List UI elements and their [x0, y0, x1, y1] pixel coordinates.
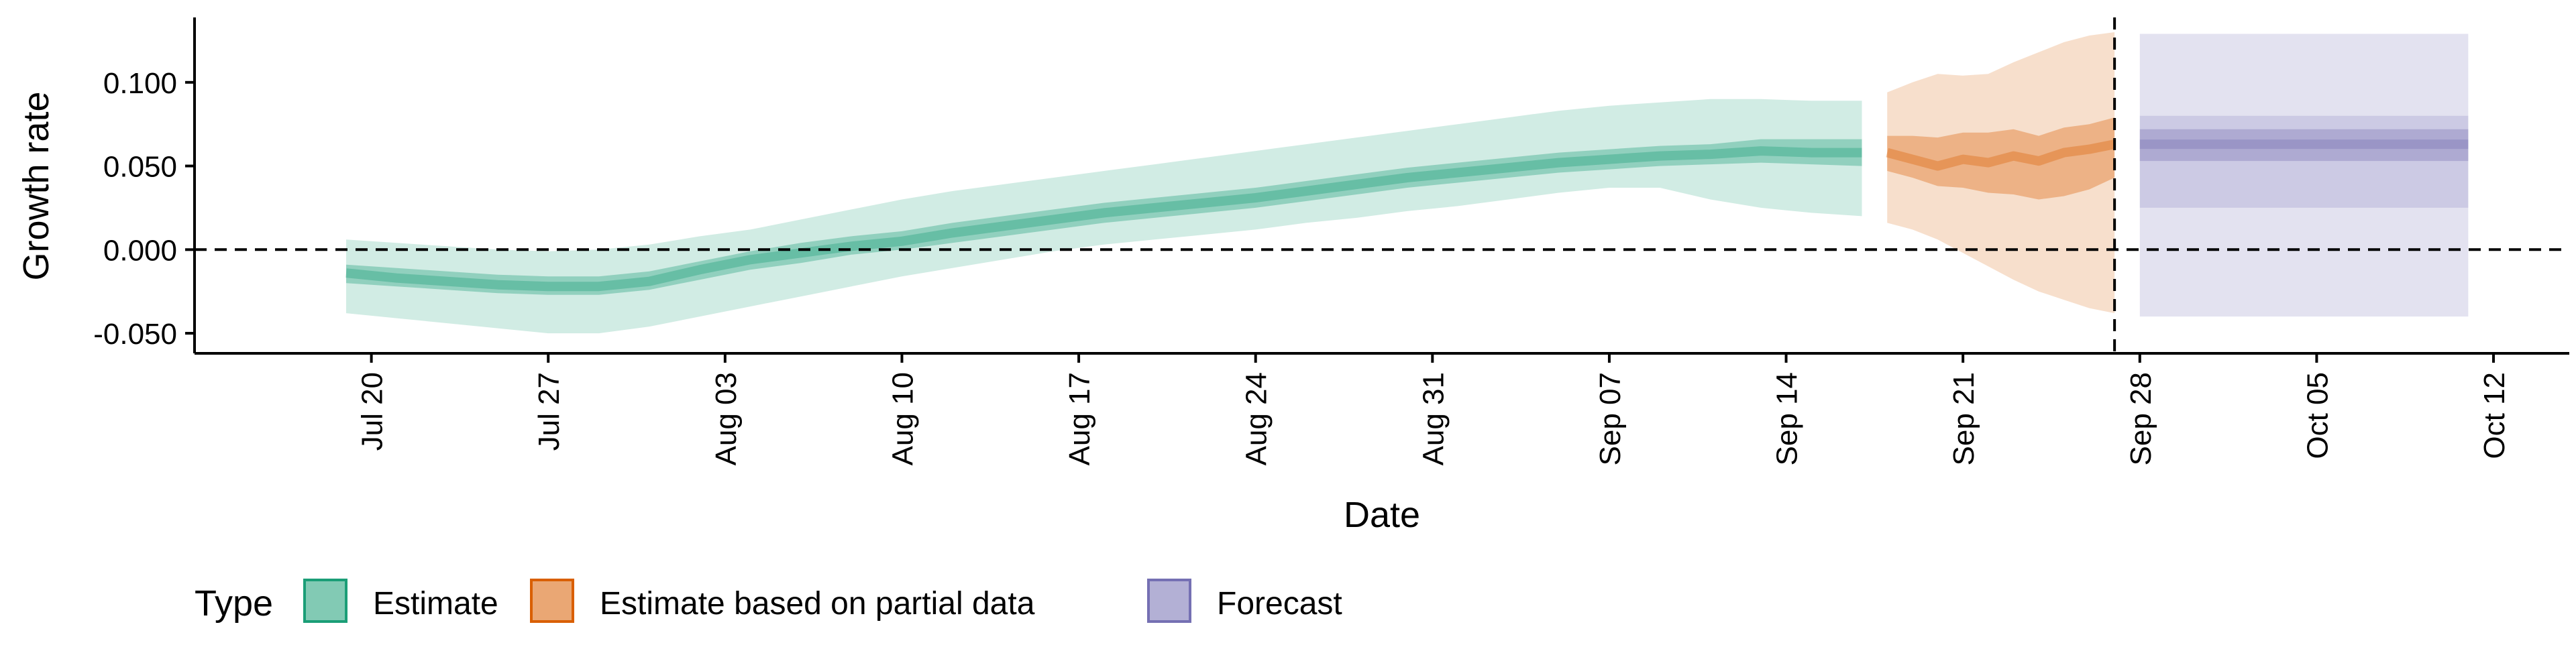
- legend: Type Estimate Estimate based on partial d…: [195, 579, 1342, 624]
- legend-key-estimate-based-on-partial-data: [530, 579, 574, 623]
- legend-key-forecast: [1147, 579, 1191, 623]
- x-tick-label: Oct 05: [2301, 372, 2334, 459]
- x-tick-label: Sep 14: [1771, 372, 1804, 465]
- y-tick-label: 0.100: [103, 67, 177, 100]
- x-tick-label: Jul 20: [356, 372, 389, 451]
- uncertainty-bands: [346, 32, 2469, 334]
- x-tick-label: Aug 17: [1063, 372, 1096, 465]
- x-tick-label: Oct 12: [2478, 372, 2511, 459]
- estimate-50-band: [346, 139, 1862, 295]
- x-axis-title: Date: [1344, 495, 1420, 535]
- y-axis-title: Growth rate: [16, 91, 56, 280]
- x-tick-label: Jul 27: [533, 372, 566, 451]
- forecast-90-band: [2139, 115, 2469, 208]
- forecast-outer-band: [2139, 34, 2469, 317]
- estimate-based-on-partial-data-50-band: [1887, 117, 2115, 200]
- legend-label-estimate: Estimate: [373, 586, 498, 622]
- legend-label-forecast: Forecast: [1217, 586, 1342, 622]
- forecast-50-band: [2139, 129, 2469, 162]
- estimate-based-on-partial-data-median-line: [1886, 139, 2116, 171]
- legend-title: Type: [195, 583, 273, 624]
- x-tick-label: Aug 24: [1240, 372, 1273, 465]
- legend-label-estimate-based-on-partial-data: Estimate based on partial data: [600, 586, 1035, 622]
- estimate-90-band: [346, 99, 1862, 334]
- x-tick-label: Sep 28: [2125, 372, 2157, 465]
- median-lines: [345, 139, 2469, 292]
- y-tick-label: -0.050: [93, 318, 177, 351]
- estimate-based-on-partial-data-90-band: [1887, 32, 2115, 314]
- x-tick-label: Sep 07: [1594, 372, 1627, 465]
- y-tick-label: 0.050: [103, 151, 177, 184]
- legend-key-estimate: [303, 579, 347, 623]
- x-tick-label: Aug 10: [887, 372, 920, 465]
- y-tick-label: 0.000: [103, 234, 177, 267]
- reference-lines: [195, 17, 2569, 353]
- x-tick-label: Aug 31: [1417, 372, 1450, 465]
- x-tick-label: Aug 03: [710, 372, 743, 465]
- x-tick-label: Sep 21: [1947, 372, 1980, 465]
- axes: -0.050 0.000 0.050 0.100 Jul 20 Jul 27 Aug 03 A…: [93, 17, 2569, 465]
- estimate-median-line: [345, 146, 1862, 292]
